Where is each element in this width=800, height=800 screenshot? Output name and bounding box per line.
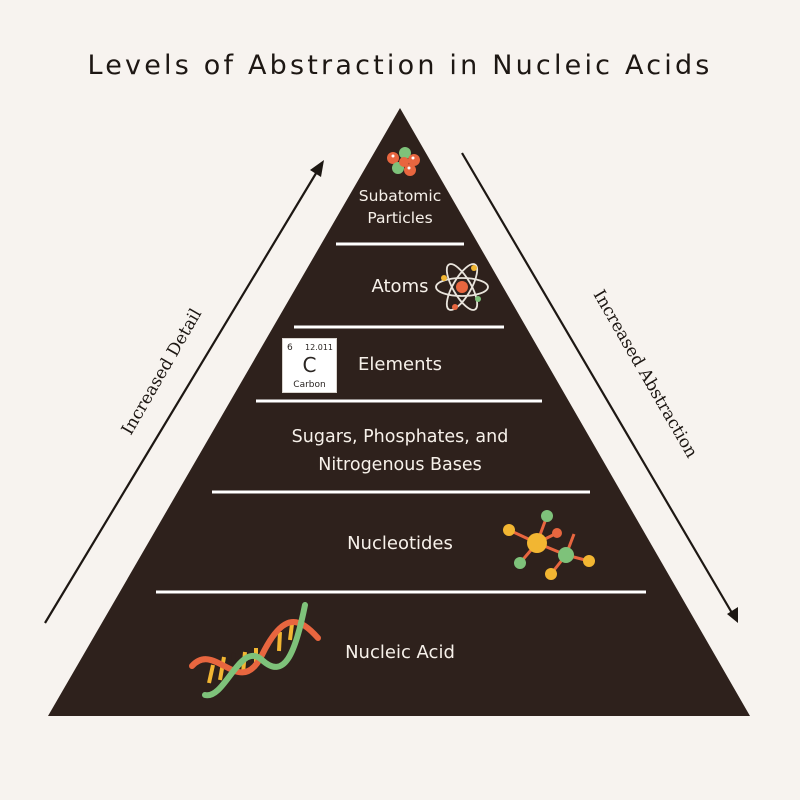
subatomic-particles-icon	[387, 147, 420, 176]
level-elements-label: Elements	[358, 354, 442, 375]
diagram-title: Levels of Abstraction in Nucleic Acids	[87, 50, 713, 81]
increased-abstraction-arrow	[461, 152, 738, 623]
level-atoms-label: Atoms	[371, 276, 429, 297]
carbon-atomic-mass: 12.011	[305, 343, 333, 352]
sugars-line-2: Nitrogenous Bases	[318, 455, 482, 475]
atom-nucleus-icon	[441, 265, 481, 310]
molecule-icon	[503, 510, 595, 580]
subatomic-line-2: Particles	[367, 209, 433, 227]
carbon-name: Carbon	[293, 380, 326, 390]
level-subatomic-label: Subatomic Particles	[340, 185, 460, 229]
sugars-line-1: Sugars, Phosphates, and	[291, 427, 509, 447]
atom-icon	[435, 263, 489, 311]
pyramid-shape	[48, 108, 750, 716]
dna-helix-icon	[189, 602, 321, 699]
carbon-element-card: 6 12.011 C Carbon	[282, 338, 337, 393]
carbon-symbol: C	[302, 353, 317, 377]
subatomic-line-1: Subatomic	[358, 187, 442, 205]
increased-detail-arrow	[44, 160, 324, 624]
level-sugars-label: Sugars, Phosphates, and Nitrogenous Base…	[250, 423, 550, 479]
carbon-atomic-number: 6	[287, 343, 293, 353]
level-nucleic-acid-label: Nucleic Acid	[345, 642, 455, 663]
level-nucleotides-label: Nucleotides	[347, 533, 453, 554]
